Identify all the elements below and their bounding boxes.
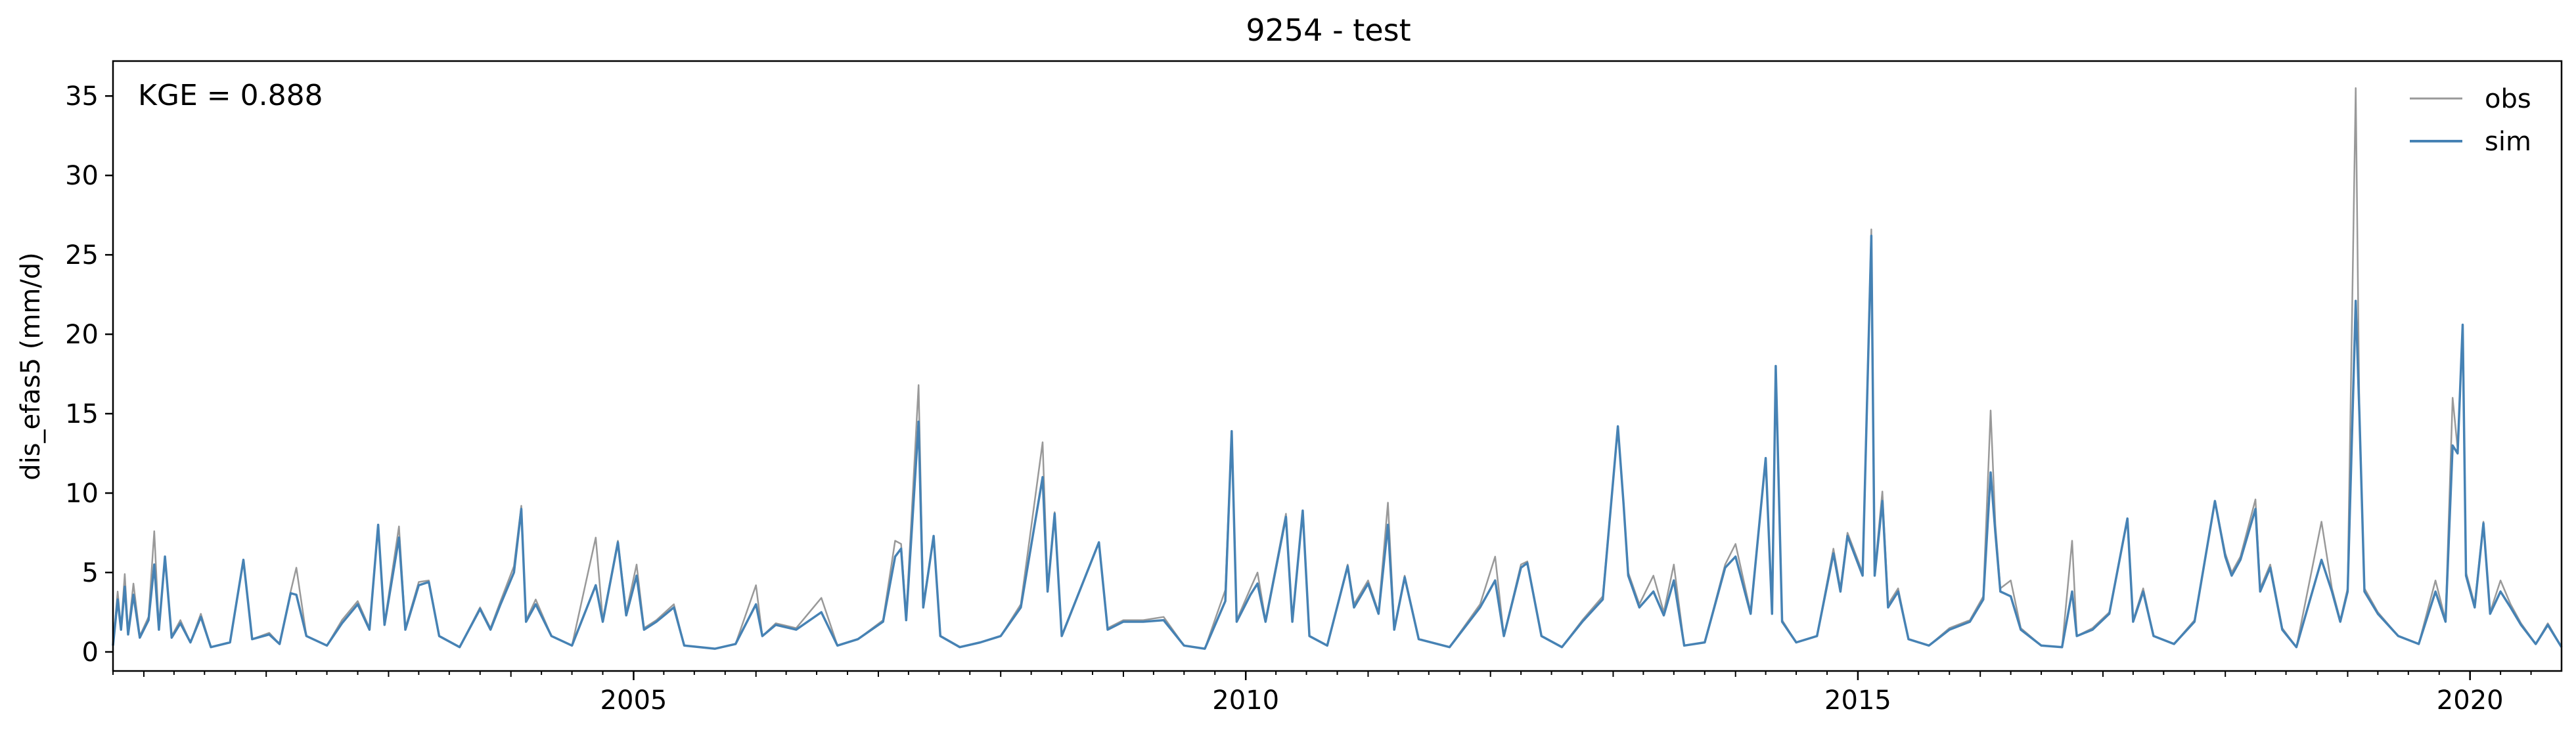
y-tick-label: 10 xyxy=(65,479,99,509)
legend-label-sim: sim xyxy=(2485,127,2531,157)
y-tick-label: 25 xyxy=(65,240,99,270)
chart-title: 9254 - test xyxy=(1246,12,1411,48)
y-tick-label: 35 xyxy=(65,81,99,112)
y-tick-label: 30 xyxy=(65,161,99,191)
x-tick-label: 2015 xyxy=(1824,685,1891,716)
x-tick-label: 2010 xyxy=(1212,685,1279,716)
legend-label-obs: obs xyxy=(2485,84,2531,114)
x-tick-label: 2020 xyxy=(2437,685,2504,716)
y-tick-label: 15 xyxy=(65,399,99,429)
kge-annotation: KGE = 0.888 xyxy=(138,79,323,112)
y-axis: 0 5 10 15 20 25 30 35 xyxy=(65,81,113,668)
x-tick-label: 2005 xyxy=(600,685,667,716)
x-axis: 2005 2010 2015 2020 xyxy=(112,671,2532,716)
y-axis-label: dis_efas5 (mm/d) xyxy=(16,252,46,481)
y-tick-label: 0 xyxy=(82,637,99,668)
legend: obs sim xyxy=(2410,84,2531,157)
plot-area: 0 5 10 15 20 25 30 35 2005 2010 2015 2020 KGE = 0.… xyxy=(65,60,2563,716)
y-tick-label: 5 xyxy=(82,558,99,588)
series-line-sim xyxy=(112,234,2563,650)
y-tick-label: 20 xyxy=(65,320,99,350)
series-layer xyxy=(112,87,2563,650)
